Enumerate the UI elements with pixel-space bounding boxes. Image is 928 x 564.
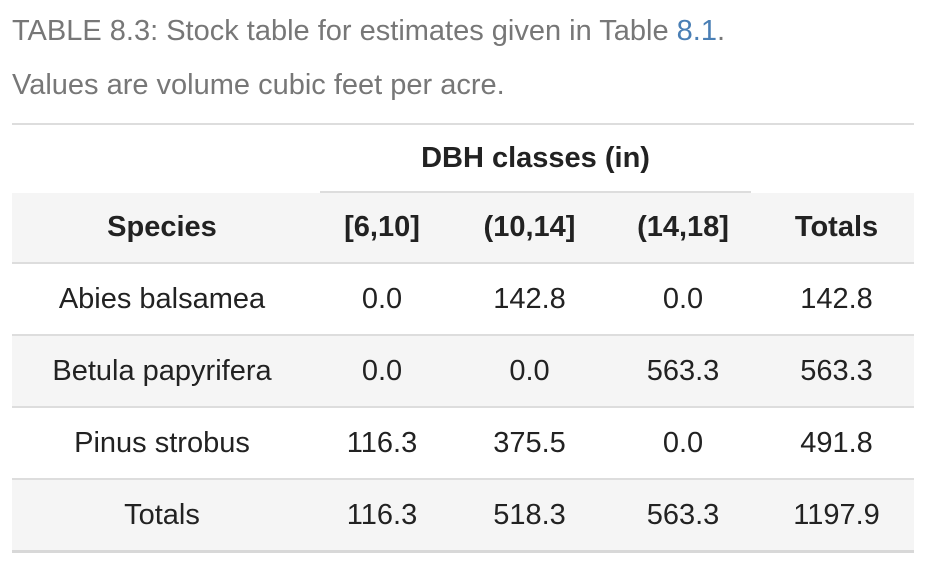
value-cell: 0.0	[452, 335, 607, 408]
spanner-empty-cell	[12, 124, 312, 193]
spanner-empty-cell	[759, 124, 914, 193]
stock-table: DBH classes (in) Species [6,10] (10,14] …	[12, 124, 915, 553]
column-total-cell: 518.3	[452, 479, 607, 553]
value-cell: 563.3	[607, 335, 760, 408]
value-cell: 0.0	[312, 335, 452, 408]
grand-total-cell: 1197.9	[759, 479, 915, 553]
table-row: Pinus strobus 116.3 375.5 0.0 491.8	[12, 407, 915, 480]
value-cell: 0.0	[607, 407, 760, 480]
column-total-cell: 116.3	[312, 479, 452, 553]
row-total-cell: 491.8	[759, 407, 915, 480]
table-caption: TABLE 8.3: Stock table for estimates giv…	[12, 4, 912, 112]
header-species: Species	[12, 193, 312, 264]
column-header-row: Species [6,10] (10,14] (14,18] Totals	[12, 193, 915, 264]
header-dbh-6-10: [6,10]	[312, 193, 452, 264]
caption-text: TABLE 8.3: Stock table for estimates giv…	[12, 15, 677, 47]
table-top-rule	[12, 123, 914, 125]
species-cell: Abies balsamea	[12, 263, 312, 336]
value-cell: 142.8	[452, 263, 607, 336]
value-cell: 0.0	[312, 263, 452, 336]
column-spanner-row: DBH classes (in)	[12, 124, 914, 193]
totals-label-cell: Totals	[12, 479, 312, 553]
table-row: Betula papyrifera 0.0 0.0 563.3 563.3	[12, 335, 915, 408]
header-totals: Totals	[759, 193, 915, 264]
value-cell: 375.5	[452, 407, 607, 480]
row-total-cell: 142.8	[759, 263, 915, 336]
totals-row: Totals 116.3 518.3 563.3 1197.9	[12, 479, 915, 553]
spanner-label: DBH classes (in)	[421, 142, 650, 174]
header-dbh-14-18: (14,18]	[607, 193, 760, 264]
caption-units-note: Values are volume cubic feet per acre.	[12, 69, 505, 101]
caption-punctuation: .	[717, 15, 726, 47]
table-row: Abies balsamea 0.0 142.8 0.0 142.8	[12, 263, 915, 336]
table-reference-link[interactable]: 8.1	[676, 15, 717, 47]
column-total-cell: 563.3	[607, 479, 760, 553]
species-cell: Betula papyrifera	[12, 335, 312, 408]
species-cell: Pinus strobus	[12, 407, 312, 480]
dbh-classes-spanner: DBH classes (in)	[312, 124, 759, 193]
value-cell: 0.0	[607, 263, 760, 336]
spanner-underline	[320, 191, 752, 193]
value-cell: 116.3	[312, 407, 452, 480]
row-total-cell: 563.3	[759, 335, 915, 408]
header-dbh-10-14: (10,14]	[452, 193, 607, 264]
